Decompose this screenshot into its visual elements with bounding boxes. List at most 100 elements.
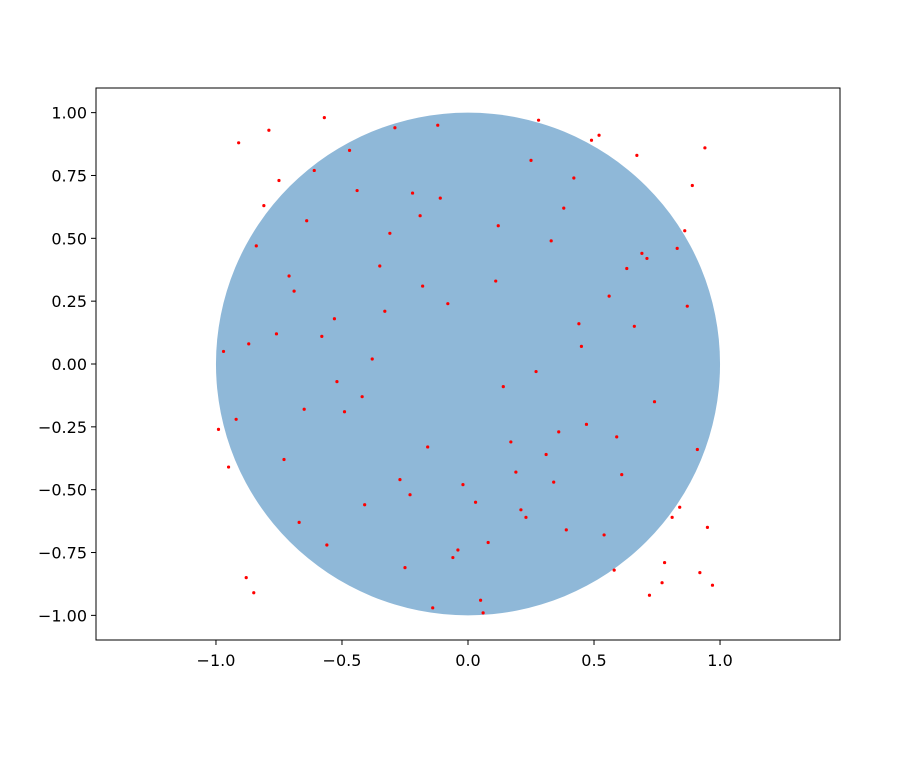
point <box>549 239 553 243</box>
point <box>342 410 347 414</box>
point <box>410 191 415 195</box>
point <box>577 322 581 326</box>
point <box>698 571 702 575</box>
point <box>509 440 513 444</box>
point <box>254 244 258 248</box>
point <box>705 525 710 529</box>
point <box>322 116 326 120</box>
point <box>408 493 412 497</box>
point <box>640 251 644 255</box>
point <box>536 118 541 122</box>
point <box>305 219 309 223</box>
point <box>662 560 667 565</box>
point <box>479 598 483 602</box>
point <box>320 334 324 338</box>
point <box>383 309 387 313</box>
point <box>625 266 629 271</box>
point <box>302 407 306 411</box>
point <box>370 357 374 361</box>
point <box>277 178 281 183</box>
point <box>632 324 636 328</box>
point <box>378 264 382 268</box>
point <box>552 480 556 484</box>
point <box>589 138 594 142</box>
point <box>426 445 430 449</box>
point <box>252 591 256 595</box>
x-tick-label: −1.0 <box>197 651 236 670</box>
point <box>519 508 523 512</box>
point <box>262 204 266 208</box>
y-tick-label: 0.25 <box>51 292 87 311</box>
point <box>418 214 422 218</box>
point <box>431 606 435 610</box>
point <box>234 417 238 421</box>
point <box>393 126 397 130</box>
point <box>347 148 352 152</box>
point <box>562 206 566 210</box>
point <box>710 583 715 587</box>
point <box>501 385 505 389</box>
point <box>481 611 485 615</box>
circle-patch <box>215 112 721 616</box>
point <box>579 344 584 349</box>
point <box>597 133 601 137</box>
point <box>461 483 465 487</box>
point <box>274 332 279 336</box>
y-tick-label: −0.25 <box>38 418 87 437</box>
point <box>247 342 251 346</box>
y-tick-label: 0.50 <box>51 229 87 248</box>
point <box>438 196 442 200</box>
point <box>436 123 440 127</box>
point <box>267 128 271 132</box>
point <box>683 229 687 233</box>
point <box>620 473 624 477</box>
point <box>703 146 707 150</box>
point <box>363 503 367 507</box>
point <box>635 153 639 157</box>
point <box>388 231 392 235</box>
point <box>486 540 490 545</box>
y-tick-label: −0.50 <box>38 481 87 500</box>
point <box>237 141 241 145</box>
point <box>675 246 679 250</box>
point <box>645 256 649 261</box>
point <box>544 452 548 457</box>
point <box>398 478 402 482</box>
point <box>690 183 694 188</box>
x-tick-label: 0.0 <box>455 651 480 670</box>
point <box>312 168 316 173</box>
point <box>557 430 561 434</box>
point <box>529 158 533 162</box>
point <box>647 593 652 597</box>
point <box>496 224 500 228</box>
point <box>660 581 664 585</box>
x-tick-label: 1.0 <box>707 651 732 670</box>
point <box>584 422 589 426</box>
point <box>325 543 329 547</box>
y-tick-label: 1.00 <box>51 104 87 123</box>
point <box>282 457 286 462</box>
point <box>612 568 616 572</box>
point <box>292 289 296 293</box>
point <box>446 302 450 306</box>
y-tick-label: −1.00 <box>38 606 87 625</box>
point <box>564 528 568 532</box>
point <box>572 176 576 180</box>
point <box>332 317 337 321</box>
point <box>524 515 528 519</box>
point <box>652 400 657 404</box>
point <box>607 294 611 298</box>
point <box>615 435 619 439</box>
point <box>534 369 538 374</box>
point <box>473 500 478 504</box>
point <box>403 566 407 570</box>
point <box>685 304 689 308</box>
point <box>602 533 606 537</box>
point <box>456 548 460 552</box>
point <box>216 427 221 431</box>
point <box>494 279 498 283</box>
point <box>297 520 301 524</box>
point <box>287 274 291 278</box>
